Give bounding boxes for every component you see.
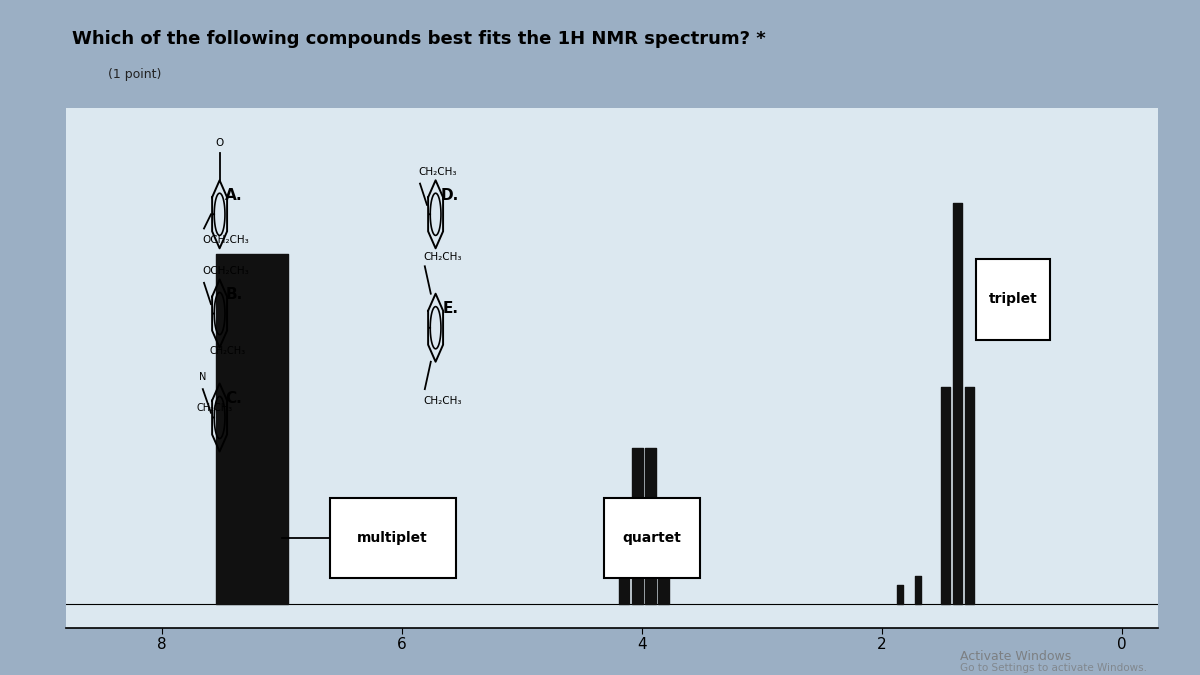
- Bar: [330, 498, 456, 578]
- Text: quartet: quartet: [622, 531, 682, 545]
- Text: (1 point): (1 point): [108, 68, 162, 82]
- Text: CH₂CH₃: CH₂CH₃: [197, 403, 233, 413]
- Bar: [604, 498, 700, 578]
- Text: Which of the following compounds best fits the 1H NMR spectrum? *: Which of the following compounds best fi…: [72, 30, 766, 49]
- Text: CH₂CH₃: CH₂CH₃: [210, 346, 246, 356]
- Text: multiplet: multiplet: [358, 531, 427, 545]
- Text: E.: E.: [443, 301, 458, 317]
- Text: Go to Settings to activate Windows.: Go to Settings to activate Windows.: [960, 663, 1147, 673]
- Text: B.: B.: [226, 287, 242, 302]
- Text: OCH₂CH₃: OCH₂CH₃: [203, 236, 250, 245]
- Text: C.: C.: [226, 391, 242, 406]
- Bar: [976, 259, 1050, 340]
- Text: D.: D.: [440, 188, 458, 203]
- Text: triplet: triplet: [989, 292, 1037, 306]
- Text: CH₂CH₃: CH₂CH₃: [419, 167, 457, 177]
- Text: N: N: [198, 372, 206, 382]
- Text: CH₂CH₃: CH₂CH₃: [424, 396, 462, 406]
- Text: OCH₂CH₃: OCH₂CH₃: [203, 266, 250, 276]
- Text: CH₂CH₃: CH₂CH₃: [424, 252, 462, 262]
- Text: A.: A.: [224, 188, 242, 203]
- Text: Activate Windows: Activate Windows: [960, 650, 1072, 663]
- Text: O: O: [216, 138, 223, 148]
